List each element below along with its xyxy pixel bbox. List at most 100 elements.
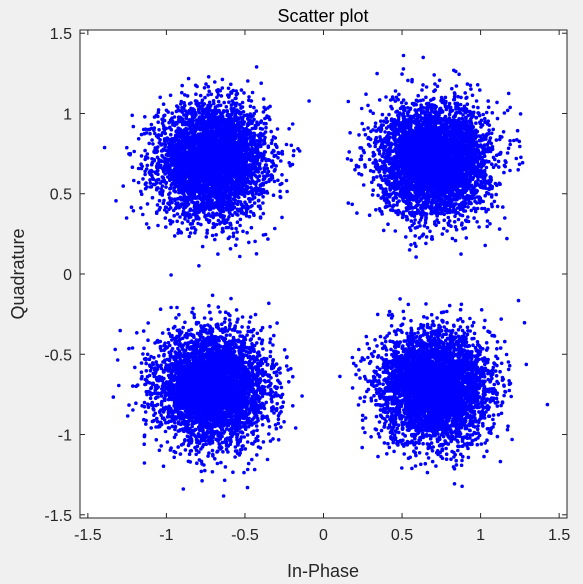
scatter-point — [169, 151, 173, 156]
scatter-point — [287, 161, 292, 165]
scatter-point — [248, 104, 253, 109]
scatter-point — [157, 128, 161, 132]
scatter-point — [258, 137, 263, 141]
scatter-point — [284, 142, 289, 147]
scatter-point — [214, 159, 218, 163]
scatter-point — [202, 86, 207, 90]
scatter-point — [264, 163, 269, 167]
scatter-point — [220, 86, 225, 90]
scatter-point — [221, 184, 226, 189]
scatter-point — [216, 212, 221, 217]
scatter-point — [144, 222, 149, 226]
scatter-point — [189, 226, 194, 230]
scatter-point — [197, 264, 201, 268]
scatter-point — [218, 103, 223, 108]
scatter-point — [170, 220, 175, 224]
scatter-point — [162, 113, 167, 118]
scatter-point — [224, 181, 228, 186]
scatter-point — [239, 125, 244, 130]
scatter-point — [231, 161, 235, 165]
scatter-point — [278, 195, 283, 200]
scatter-point — [216, 218, 221, 223]
scatter-point — [230, 213, 235, 217]
scatter-point — [236, 176, 240, 181]
scatter-point — [213, 237, 217, 242]
scatter-point — [239, 88, 244, 92]
scatter-point — [156, 120, 160, 124]
scatter-point — [268, 117, 272, 122]
scatter-point — [177, 178, 181, 182]
scatter-point — [204, 235, 209, 239]
scatter-point — [235, 212, 239, 217]
scatter-point — [187, 234, 192, 239]
scatter-point — [172, 160, 177, 164]
scatter-point — [349, 158, 354, 162]
scatter-point — [207, 100, 212, 105]
scatter-point — [202, 205, 207, 210]
scatter-point — [249, 225, 254, 230]
scatter-point — [235, 237, 239, 241]
scatter-point — [216, 99, 221, 104]
scatter-point — [217, 164, 221, 168]
scatter-point — [220, 206, 224, 211]
scatter-point — [156, 110, 161, 115]
scatter-point — [228, 206, 233, 210]
scatter-point — [275, 145, 279, 149]
scatter-point — [181, 129, 186, 134]
scatter-point — [166, 164, 171, 168]
scatter-point — [201, 136, 205, 140]
scatter-point — [159, 149, 164, 153]
scatter-point — [129, 205, 134, 209]
scatter-point — [166, 170, 171, 174]
scatter-point — [143, 115, 147, 119]
scatter-point — [196, 104, 200, 108]
scatter-point — [183, 185, 188, 189]
scatter-point — [176, 231, 180, 235]
scatter-point — [163, 156, 167, 161]
scatter-point — [201, 197, 205, 201]
scatter-point — [220, 227, 225, 231]
scatter-point — [264, 159, 269, 163]
scatter-point — [230, 143, 235, 148]
scatter-point — [271, 161, 276, 166]
scatter-point — [265, 166, 270, 171]
scatter-point — [237, 207, 241, 212]
scatter-point — [207, 181, 212, 185]
scatter-point — [174, 201, 179, 206]
scatter-point — [172, 213, 176, 218]
scatter-point — [235, 220, 240, 224]
scatter-point — [196, 165, 200, 169]
scatter-point — [231, 231, 236, 236]
scatter-point — [194, 92, 198, 96]
scatter-point — [180, 221, 185, 225]
scatter-point — [234, 104, 238, 108]
scatter-point — [263, 232, 268, 237]
scatter-point — [261, 211, 266, 216]
scatter-point — [205, 228, 209, 233]
scatter-point — [478, 88, 482, 92]
scatter-point — [155, 155, 160, 160]
scatter-point — [217, 203, 221, 208]
scatter-point — [143, 186, 148, 191]
scatter-point — [236, 199, 241, 204]
scatter-point — [280, 215, 284, 220]
scatter-point — [266, 145, 271, 149]
scatter-point — [169, 132, 173, 137]
scatter-point — [131, 209, 136, 213]
scatter-point — [154, 146, 158, 151]
scatter-point — [229, 106, 233, 111]
scatter-point — [386, 222, 390, 226]
scatter-point — [278, 189, 282, 194]
scatter-point — [260, 171, 265, 175]
scatter-point — [249, 159, 253, 163]
scatter-point — [220, 77, 225, 82]
scatter-point — [145, 163, 150, 168]
scatter-point — [231, 234, 236, 239]
scatter-point — [160, 175, 165, 179]
scatter-point — [151, 177, 156, 182]
scatter-point — [192, 164, 196, 169]
scatter-point — [128, 151, 133, 156]
scatter-point — [244, 184, 249, 188]
scatter-point — [163, 142, 168, 147]
scatter-point — [247, 165, 252, 169]
